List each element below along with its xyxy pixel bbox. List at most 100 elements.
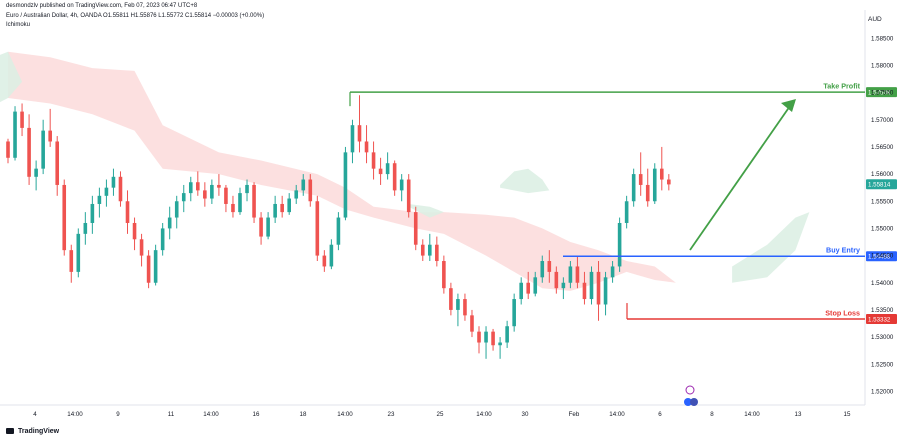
candle [413, 206, 418, 251]
candle-body [34, 168, 38, 177]
time-tick-label: 14:00 [476, 411, 492, 418]
cloud-green-1 [500, 168, 550, 194]
candle [378, 157, 383, 185]
candle [287, 193, 291, 215]
candle [575, 255, 580, 289]
candle [146, 250, 151, 289]
candle-body [41, 130, 45, 169]
candle-body [617, 222, 622, 267]
candle [484, 326, 488, 359]
candle-body [181, 193, 186, 202]
candle-body [498, 342, 502, 346]
candle [399, 174, 404, 202]
time-tick-label: 25 [437, 411, 444, 418]
stop-loss-label: Stop Loss [825, 309, 860, 318]
candle-body [245, 184, 249, 194]
candle-body [638, 174, 643, 185]
last-price-text: 1.55814 [868, 182, 891, 189]
candle-body [420, 244, 425, 256]
candle [27, 114, 31, 185]
candle-body [463, 299, 467, 316]
candle [498, 337, 502, 359]
candle-body [364, 141, 369, 153]
candle [449, 282, 453, 316]
take-profit-price-text: 1.57508 [868, 90, 891, 97]
candle [153, 244, 158, 286]
brand-footer[interactable]: TradingView [18, 428, 60, 435]
candle-body [69, 250, 74, 272]
candle [343, 146, 348, 221]
candle-body [322, 255, 327, 267]
candle-body [294, 190, 299, 199]
candle [554, 266, 559, 294]
candle-body [357, 125, 362, 142]
event-flag-icon [690, 398, 698, 406]
candle-body [224, 187, 228, 204]
time-tick-label: Feb [569, 411, 580, 418]
price-tick-label: 1.53500 [871, 307, 894, 314]
candle-body [217, 184, 221, 188]
candle [41, 119, 45, 175]
candle-body [188, 182, 193, 194]
candle-body [203, 190, 207, 199]
time-tick-label: 15 [844, 411, 851, 418]
candle-body [301, 179, 306, 191]
trend-arrow-line [689, 105, 791, 251]
candle [596, 261, 601, 321]
time-tick-label: 4 [33, 411, 37, 418]
candle-body [491, 331, 495, 346]
candle [561, 277, 566, 300]
candle [477, 326, 481, 354]
candle-body [273, 203, 277, 218]
indicator-label[interactable]: Ichimoku [6, 22, 31, 28]
candle [62, 179, 67, 256]
candle-body [547, 261, 552, 272]
candle [420, 239, 425, 262]
candle-body [575, 266, 580, 283]
candle-body [315, 201, 320, 256]
candle-body [505, 326, 509, 343]
candle [652, 163, 657, 204]
candle [181, 184, 186, 213]
candle [20, 103, 24, 137]
candle [259, 212, 263, 245]
buy-entry-price-text: 1.54488 [868, 254, 891, 261]
candle [231, 195, 235, 218]
candle [371, 141, 376, 180]
event-flag-icon [685, 385, 695, 395]
candle [645, 168, 650, 207]
candle-body [104, 187, 109, 196]
candle [210, 179, 214, 204]
candle-body [139, 239, 144, 256]
time-tick-label: 18 [300, 411, 307, 418]
take-profit-price-tag [866, 87, 897, 98]
time-axis[interactable]: 4 14:00 9 11 14:00 16 18 14:00 23 25 14:00 30 Feb 14:… [33, 411, 851, 418]
candle-body [652, 168, 657, 202]
candle-body [667, 179, 671, 185]
candle [224, 184, 228, 213]
candle-body [428, 244, 432, 256]
candle-body [48, 130, 52, 142]
price-tick-label: 1.56000 [871, 171, 894, 178]
candle-body [238, 193, 242, 213]
price-tick-label: 1.52500 [871, 361, 894, 368]
time-tick-label: 14:00 [337, 411, 353, 418]
candle [90, 195, 95, 234]
candle-body [259, 217, 263, 237]
candle [13, 106, 17, 161]
candle-body [371, 152, 376, 169]
price-axis[interactable]: 1.58500 1.58000 1.57500 1.57000 1.56500 1.560… [871, 35, 894, 395]
candle-body [336, 217, 341, 245]
candle [364, 125, 369, 164]
candle [631, 168, 636, 207]
candle [118, 171, 123, 207]
take-profit-label: Take Profit [823, 82, 860, 91]
last-price-tag [866, 179, 897, 190]
candle-body [484, 331, 488, 343]
price-tick-label: 1.52000 [871, 388, 894, 395]
candle-body [76, 233, 81, 272]
price-tick-label: 1.54500 [871, 253, 894, 260]
candle [139, 233, 144, 267]
